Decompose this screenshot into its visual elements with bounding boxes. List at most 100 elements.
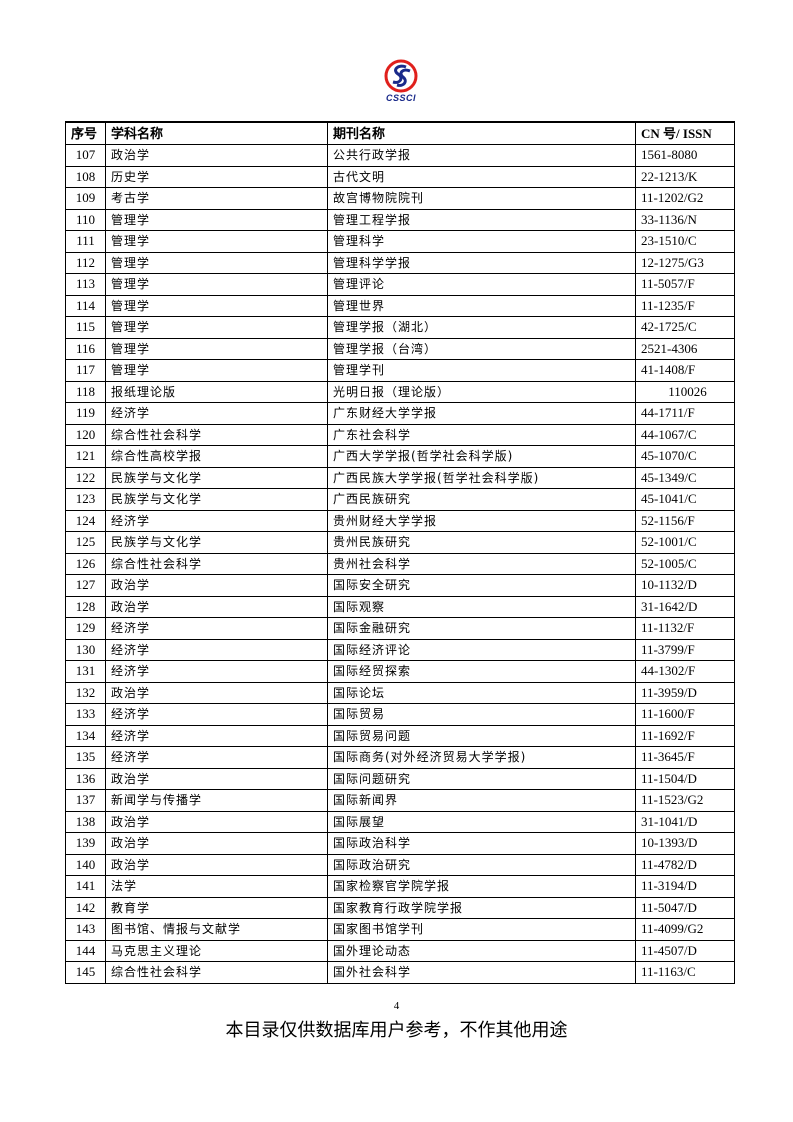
row-cn-issn: 23-1510/C — [635, 230, 735, 253]
row-subject: 政治学 — [105, 832, 328, 855]
row-subject: 政治学 — [105, 595, 328, 618]
row-index: 108 — [65, 165, 106, 188]
row-index: 127 — [65, 574, 106, 597]
row-subject: 政治学 — [105, 853, 328, 876]
table-row: 139 政治学 国际政治科学 10-1393/D — [65, 832, 735, 855]
row-cn-issn: 2521-4306 — [635, 337, 735, 360]
row-index: 124 — [65, 509, 106, 532]
row-cn-issn: 11-1692/F — [635, 724, 735, 747]
row-cn-issn: 11-1600/F — [635, 703, 735, 726]
row-cn-issn: 44-1302/F — [635, 660, 735, 683]
row-index: 118 — [65, 380, 106, 403]
table-row: 108 历史学 古代文明 22-1213/K — [65, 165, 735, 188]
table-row: 136 政治学 国际问题研究 11-1504/D — [65, 767, 735, 790]
row-subject: 政治学 — [105, 681, 328, 704]
row-subject: 经济学 — [105, 703, 328, 726]
table-row: 145 综合性社会科学 国外社会科学 11-1163/C — [65, 961, 735, 984]
table-row: 131 经济学 国际经贸探索 44-1302/F — [65, 660, 735, 683]
table-row: 126 综合性社会科学 贵州社会科学 52-1005/C — [65, 552, 735, 575]
header-cn-issn: CN 号/ ISSN — [635, 121, 735, 145]
row-journal: 管理学报（台湾） — [327, 337, 636, 360]
row-journal: 广东社会科学 — [327, 423, 636, 446]
row-cn-issn: 44-1067/C — [635, 423, 735, 446]
table-row: 114 管理学 管理世界 11-1235/F — [65, 294, 735, 317]
row-subject: 经济学 — [105, 746, 328, 769]
row-cn-issn: 45-1070/C — [635, 445, 735, 468]
row-journal: 管理学报（湖北） — [327, 316, 636, 339]
row-journal: 故宫博物院院刊 — [327, 187, 636, 210]
row-index: 139 — [65, 832, 106, 855]
row-cn-issn: 52-1156/F — [635, 509, 735, 532]
row-cn-issn: 45-1041/C — [635, 488, 735, 511]
row-cn-issn: 45-1349/C — [635, 466, 735, 489]
row-journal: 国际经贸探索 — [327, 660, 636, 683]
row-index: 142 — [65, 896, 106, 919]
row-index: 141 — [65, 875, 106, 898]
table-row: 110 管理学 管理工程学报 33-1136/N — [65, 208, 735, 231]
row-journal: 国家教育行政学院学报 — [327, 896, 636, 919]
row-cn-issn: 52-1001/C — [635, 531, 735, 554]
row-journal: 广西大学学报(哲学社会科学版) — [327, 445, 636, 468]
table-row: 113 管理学 管理评论 11-5057/F — [65, 273, 735, 296]
row-cn-issn: 11-1202/G2 — [635, 187, 735, 210]
table-row: 143 图书馆、情报与文献学 国家图书馆学刊 11-4099/G2 — [65, 918, 735, 941]
row-journal: 国外社会科学 — [327, 961, 636, 984]
table-row: 117 管理学 管理学刊 41-1408/F — [65, 359, 735, 382]
header-index: 序号 — [65, 121, 106, 145]
row-index: 128 — [65, 595, 106, 618]
row-subject: 经济学 — [105, 724, 328, 747]
footer-note: 本目录仅供数据库用户参考，不作其他用途 — [225, 1020, 568, 1041]
row-journal: 国家检察官学院学报 — [327, 875, 636, 898]
row-cn-issn: 44-1711/F — [635, 402, 735, 425]
row-journal: 贵州社会科学 — [327, 552, 636, 575]
page-number: 4 — [393, 1000, 400, 1012]
row-journal: 国际政治研究 — [327, 853, 636, 876]
row-journal: 古代文明 — [327, 165, 636, 188]
row-index: 112 — [65, 251, 106, 274]
row-cn-issn: 110026 — [635, 380, 735, 403]
row-subject: 考古学 — [105, 187, 328, 210]
row-subject: 图书馆、情报与文献学 — [105, 918, 328, 941]
row-journal: 国际问题研究 — [327, 767, 636, 790]
row-cn-issn: 31-1642/D — [635, 595, 735, 618]
row-index: 111 — [65, 230, 106, 253]
row-subject: 新闻学与传播学 — [105, 789, 328, 812]
row-index: 123 — [65, 488, 106, 511]
row-cn-issn: 10-1132/D — [635, 574, 735, 597]
row-journal: 国际贸易 — [327, 703, 636, 726]
row-subject: 综合性社会科学 — [105, 552, 328, 575]
row-journal: 国际展望 — [327, 810, 636, 833]
row-subject: 经济学 — [105, 638, 328, 661]
table-row: 124 经济学 贵州财经大学学报 52-1156/F — [65, 509, 735, 532]
row-subject: 民族学与文化学 — [105, 531, 328, 554]
row-journal: 国际商务(对外经济贸易大学学报) — [327, 746, 636, 769]
row-subject: 经济学 — [105, 660, 328, 683]
table-row: 127 政治学 国际安全研究 10-1132/D — [65, 574, 735, 597]
row-index: 136 — [65, 767, 106, 790]
row-journal: 管理工程学报 — [327, 208, 636, 231]
table-row: 116 管理学 管理学报（台湾） 2521-4306 — [65, 337, 735, 360]
row-journal: 国际新闻界 — [327, 789, 636, 812]
row-index: 130 — [65, 638, 106, 661]
row-cn-issn: 11-1163/C — [635, 961, 735, 984]
table-row: 120 综合性社会科学 广东社会科学 44-1067/C — [65, 423, 735, 446]
row-cn-issn: 41-1408/F — [635, 359, 735, 382]
row-journal: 国际经济评论 — [327, 638, 636, 661]
row-subject: 政治学 — [105, 767, 328, 790]
table-header-row: 序号 学科名称 期刊名称 CN 号/ ISSN — [65, 121, 735, 145]
row-index: 122 — [65, 466, 106, 489]
table-row: 142 教育学 国家教育行政学院学报 11-5047/D — [65, 896, 735, 919]
row-journal: 广西民族研究 — [327, 488, 636, 511]
row-journal: 贵州财经大学学报 — [327, 509, 636, 532]
row-index: 129 — [65, 617, 106, 640]
row-subject: 管理学 — [105, 359, 328, 382]
row-journal: 国外理论动态 — [327, 939, 636, 962]
row-subject: 马克思主义理论 — [105, 939, 328, 962]
row-cn-issn: 11-1504/D — [635, 767, 735, 790]
row-subject: 管理学 — [105, 294, 328, 317]
table-row: 111 管理学 管理科学 23-1510/C — [65, 230, 735, 253]
table-row: 129 经济学 国际金融研究 11-1132/F — [65, 617, 735, 640]
row-subject: 法学 — [105, 875, 328, 898]
row-journal: 国际金融研究 — [327, 617, 636, 640]
table-row: 134 经济学 国际贸易问题 11-1692/F — [65, 724, 735, 747]
